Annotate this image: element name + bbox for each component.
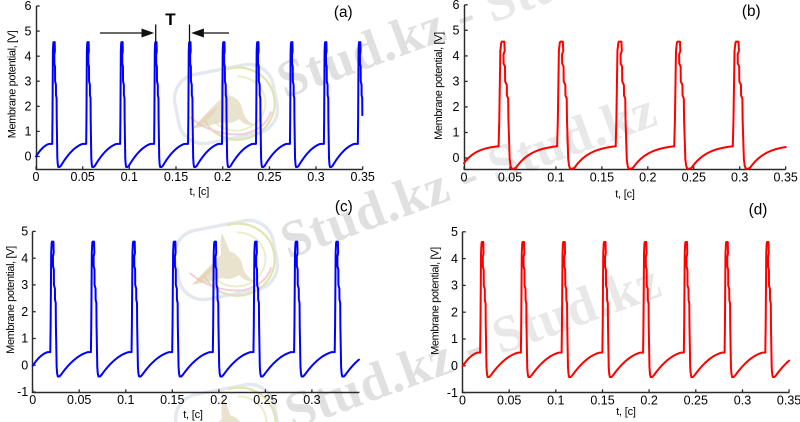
svg-text:1: 1 xyxy=(453,126,460,140)
svg-text:0.25: 0.25 xyxy=(684,394,708,408)
svg-text:1: 1 xyxy=(451,332,458,346)
svg-text:0.1: 0.1 xyxy=(121,170,138,184)
svg-text:0.1: 0.1 xyxy=(117,393,134,407)
svg-text:5: 5 xyxy=(451,225,458,239)
svg-text:Membrane potential, [V]: Membrane potential, [V] xyxy=(7,30,19,138)
svg-text:0.05: 0.05 xyxy=(71,170,95,184)
svg-text:4: 4 xyxy=(21,251,28,265)
svg-text:6: 6 xyxy=(453,0,460,12)
svg-text:0.2: 0.2 xyxy=(640,394,657,408)
svg-text:0.35: 0.35 xyxy=(774,170,798,184)
svg-text:3: 3 xyxy=(451,279,458,293)
svg-text:3: 3 xyxy=(25,74,32,88)
svg-text:0.1: 0.1 xyxy=(547,170,564,184)
svg-text:0.15: 0.15 xyxy=(160,393,184,407)
svg-text:0.15: 0.15 xyxy=(590,170,614,184)
svg-text:0.25: 0.25 xyxy=(253,393,277,407)
svg-text:4: 4 xyxy=(25,49,32,63)
svg-text:0.3: 0.3 xyxy=(303,393,320,407)
svg-text:2: 2 xyxy=(453,100,460,114)
svg-text:T: T xyxy=(165,10,176,29)
svg-text:0: 0 xyxy=(453,151,460,165)
svg-text:0.3: 0.3 xyxy=(307,170,324,184)
svg-text:0: 0 xyxy=(29,393,36,407)
svg-text:0.1: 0.1 xyxy=(547,394,564,408)
svg-text:3: 3 xyxy=(453,75,460,89)
svg-text:0.05: 0.05 xyxy=(497,394,521,408)
svg-text:0.35: 0.35 xyxy=(777,394,800,408)
svg-text:-1: -1 xyxy=(17,385,28,399)
svg-text:4: 4 xyxy=(453,49,460,63)
svg-text:Membrane potential, [V]: Membrane potential, [V] xyxy=(5,246,17,354)
svg-text:0.05: 0.05 xyxy=(498,170,522,184)
svg-text:5: 5 xyxy=(453,24,460,38)
svg-text:0.25: 0.25 xyxy=(257,170,281,184)
svg-text:Membrane potential, [V]: Membrane potential, [V] xyxy=(430,247,442,355)
svg-text:1: 1 xyxy=(25,125,32,139)
svg-text:-1: -1 xyxy=(447,386,458,400)
svg-text:0.2: 0.2 xyxy=(210,393,227,407)
svg-text:t, [c]: t, [c] xyxy=(616,406,636,418)
svg-text:0: 0 xyxy=(451,359,458,373)
svg-text:2: 2 xyxy=(451,305,458,319)
svg-text:t, [c]: t, [c] xyxy=(615,188,635,200)
svg-text:0.25: 0.25 xyxy=(682,170,706,184)
svg-text:0: 0 xyxy=(25,150,32,164)
svg-text:0.15: 0.15 xyxy=(590,394,614,408)
svg-text:2: 2 xyxy=(21,305,28,319)
svg-text:0.3: 0.3 xyxy=(731,170,748,184)
svg-text:0.05: 0.05 xyxy=(67,393,91,407)
svg-text:3: 3 xyxy=(21,278,28,292)
svg-text:(d): (d) xyxy=(749,202,768,219)
svg-text:0.35: 0.35 xyxy=(351,170,375,184)
svg-text:1: 1 xyxy=(21,332,28,346)
svg-text:0: 0 xyxy=(33,170,40,184)
svg-text:5: 5 xyxy=(21,225,28,239)
svg-text:t, [c]: t, [c] xyxy=(183,409,203,421)
svg-text:2: 2 xyxy=(25,100,32,114)
svg-text:4: 4 xyxy=(451,252,458,266)
svg-text:0.3: 0.3 xyxy=(734,394,751,408)
svg-text:(a): (a) xyxy=(334,4,353,21)
svg-text:6: 6 xyxy=(25,0,32,13)
svg-text:(b): (b) xyxy=(742,3,761,20)
svg-text:5: 5 xyxy=(25,24,32,38)
svg-text:t, [c]: t, [c] xyxy=(190,186,210,198)
svg-text:0.2: 0.2 xyxy=(639,170,656,184)
svg-text:0.2: 0.2 xyxy=(214,170,231,184)
svg-text:(c): (c) xyxy=(335,199,353,216)
svg-text:0: 0 xyxy=(461,170,468,184)
svg-text:0: 0 xyxy=(21,358,28,372)
svg-text:Membrane potential, [V]: Membrane potential, [V] xyxy=(433,32,445,140)
svg-text:0.15: 0.15 xyxy=(164,170,188,184)
svg-text:0: 0 xyxy=(459,394,466,408)
